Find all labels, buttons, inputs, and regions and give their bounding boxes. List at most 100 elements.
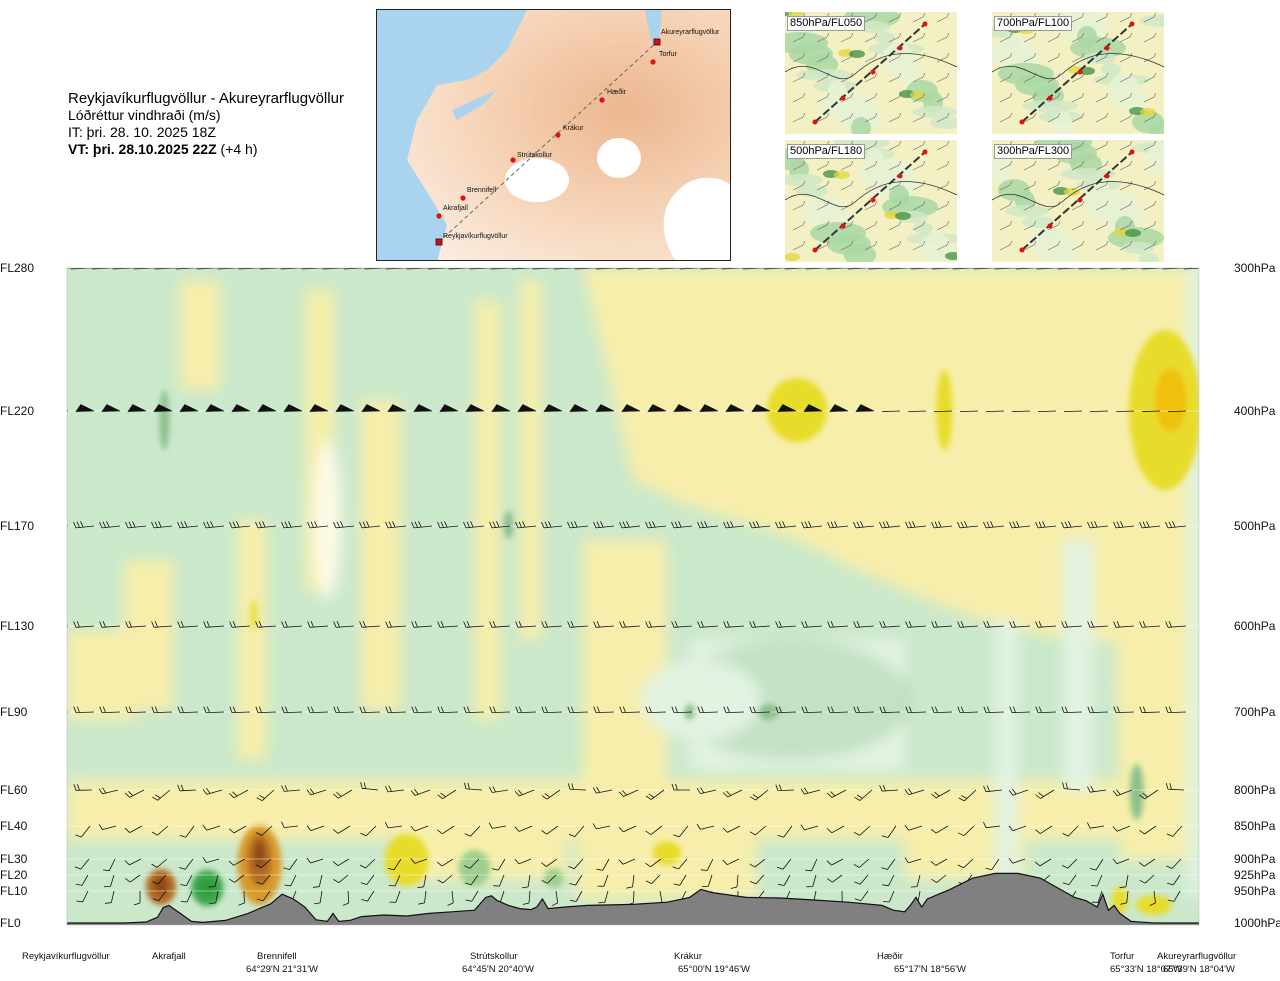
wind-barb [1061,521,1083,529]
wind-barb [493,874,505,887]
level-map-300[interactable]: 300hPa/FL300 [992,140,1164,262]
wind-barb [826,858,844,866]
wind-barb [1183,268,1199,270]
level-map-label: 500hPa/FL180 [787,144,866,159]
wind-barb [1009,706,1031,713]
wind-barb [1112,858,1130,865]
wind-barb [541,521,563,529]
wind-barb [1057,268,1079,270]
wind-barb [67,711,69,713]
wind-barb [826,825,845,834]
wind-barb [307,521,329,529]
field-feature [503,511,514,539]
wind-barb [730,874,739,889]
waypoint-marker [460,195,466,201]
wind-barb [593,706,615,713]
wind-barb [515,621,537,628]
wind-barb [853,706,875,713]
wind-barb [1089,858,1104,871]
flight-level-label: FL90 [0,705,28,719]
wind-barb [596,858,610,871]
pressure-level-label: 300hPa [1234,261,1276,275]
field-region [1063,540,1094,790]
wind-barb [593,621,615,628]
wind-barb [124,858,142,866]
pressure-level-label: 950hPa [1234,884,1276,898]
route-point-label: Strútskollur [517,152,553,159]
field-region [67,630,137,720]
wind-barb [202,824,221,831]
valid-time: VT: þri. 28.10.2025 22Z (+4 h) [68,141,344,158]
wind-barb [1089,410,1109,412]
pressure-level-label: 900hPa [1234,852,1276,866]
pressure-level-label: 700hPa [1234,705,1276,719]
wind-barb [800,824,819,831]
wind-barb [699,404,719,412]
wind-barb [930,858,948,866]
waypoint-marker [650,59,656,65]
wind-barb [593,521,615,529]
wind-barb [983,521,1005,529]
issue-time: IT: þri. 28. 10. 2025 18Z [68,124,216,140]
wind-barb [514,789,535,797]
wind-barb [205,404,225,412]
wind-barb [359,621,381,628]
pressure-level-label: 800hPa [1234,783,1276,797]
wind-barb [1167,874,1181,886]
field-feature [767,378,828,442]
wind-barb [1120,890,1129,905]
wind-barb [722,858,740,866]
wind-barb [1008,788,1029,796]
wind-barb [229,521,251,529]
wind-barb [567,706,589,713]
wind-barb [598,890,609,904]
wind-barb [283,404,303,412]
waypoint-name-label: Akrafjall [152,951,186,962]
wind-barb [151,521,173,529]
level-map-700[interactable]: 700hPa/FL100 [992,12,1164,134]
wind-barb [569,890,583,902]
wind-barb [333,621,355,628]
wind-barb [301,268,323,270]
wind-barb [281,521,303,529]
field-region [640,660,761,740]
route-points: Akureyrarflugvöllur Torfur Hæðir Krákur Strú… [435,29,720,246]
wind-barb [619,706,641,713]
level-map-500[interactable]: 500hPa/FL180 [785,140,957,262]
wind-barb [73,706,95,713]
wind-barb [994,268,1016,270]
wind-barb [387,858,402,871]
wind-barb [671,706,693,713]
level-map-850[interactable]: 850hPa/FL050 [785,12,957,134]
wind-barb [229,706,251,713]
wind-barb [48,875,62,884]
wind-barb [1061,621,1083,628]
wind-barb [621,404,641,412]
wind-barb [469,268,491,270]
route-point-label: Torfur [659,51,678,58]
wind-barb [73,521,95,529]
wind-barb [385,621,407,628]
wind-barb [307,706,329,713]
wind-barb [672,858,688,870]
wind-barb [983,621,1005,628]
wind-barb [1165,621,1187,628]
wind-barb [1035,521,1057,529]
wind-barb [76,890,89,903]
field-feature [1135,895,1172,915]
wind-barb [67,525,69,527]
wind-barb [1113,521,1135,529]
pressure-level-label: 850hPa [1234,819,1276,833]
wind-barb [1037,410,1057,412]
wind-barb [75,825,91,838]
wind-barb [202,787,223,795]
wind-barb [931,874,947,883]
wind-barb [1165,782,1185,791]
waypoint-name-label: Hæðir [877,951,903,962]
wind-barb [203,521,225,529]
wind-barb [1062,825,1079,837]
wind-barb [702,874,713,887]
wind-barb [645,874,661,884]
wind-barb [437,706,459,713]
wind-barb [749,521,771,529]
